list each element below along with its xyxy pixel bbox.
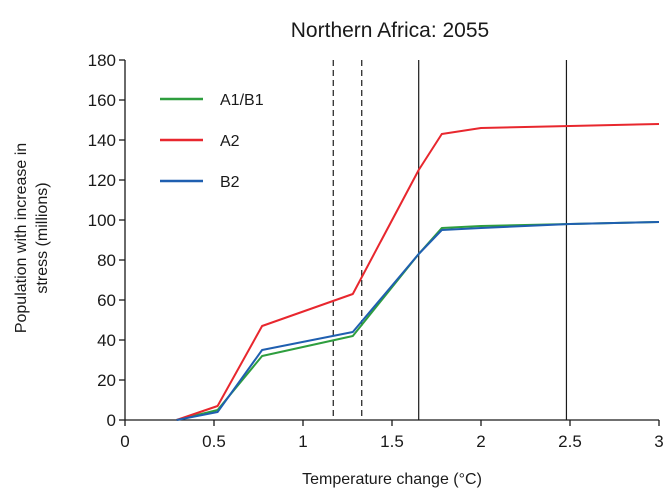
- y-axis-label-line1: Population with increase in: [13, 143, 30, 333]
- y-tick-label: 40: [97, 331, 116, 350]
- x-axis-label: Temperature change (°C): [302, 471, 482, 488]
- x-tick-label: 0.5: [202, 432, 226, 451]
- legend-label: A1/B1: [220, 92, 264, 109]
- y-tick-label: 80: [97, 251, 116, 270]
- series-line-b2: [176, 221, 660, 421]
- legend-label: A2: [220, 133, 240, 150]
- y-tick-label: 120: [88, 171, 116, 190]
- y-tick-label: 140: [88, 131, 116, 150]
- y-tick-label: 20: [97, 371, 116, 390]
- y-tick-label: 100: [88, 211, 116, 230]
- x-tick-label: 1: [298, 432, 307, 451]
- chart-title: Northern Africa: 2055: [291, 19, 489, 42]
- plot-area: 0 20 40 60 80 100 120 140 160 180 0 0.5 1 1.5 2 2.5 3 A1/…: [88, 51, 664, 451]
- y-tick-label: 0: [107, 411, 116, 430]
- y-axis-label-line2: stress (millions): [34, 182, 51, 293]
- y-tick-label: 60: [97, 291, 116, 310]
- x-tick-label: 0: [120, 432, 129, 451]
- x-tick-label: 2.5: [558, 432, 582, 451]
- y-tick-label: 180: [88, 51, 116, 70]
- x-tick-label: 3: [654, 432, 663, 451]
- x-tick-label: 2: [476, 432, 485, 451]
- x-tick-label: 1.5: [380, 432, 404, 451]
- y-tick-label: 160: [88, 91, 116, 110]
- legend-label: B2: [220, 174, 240, 191]
- series-line-a2: [176, 123, 660, 421]
- series-line-a1-b1: [176, 221, 660, 421]
